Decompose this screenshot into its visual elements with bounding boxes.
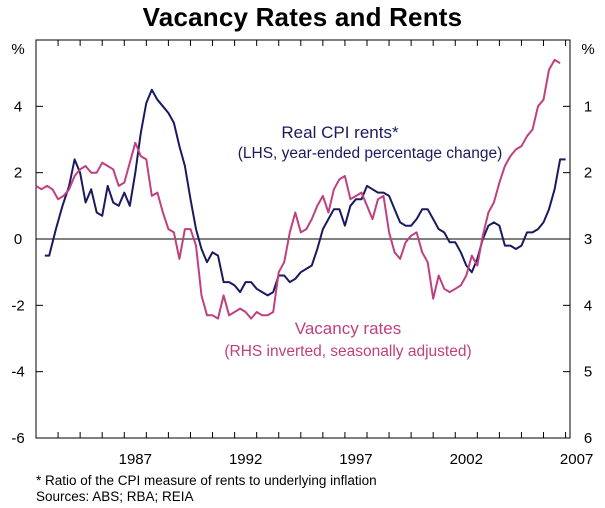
- right-tick-label: 1: [584, 98, 592, 115]
- x-tick-label: 1992: [229, 451, 262, 468]
- right-tick-label: 2: [584, 165, 592, 182]
- x-tick-label: 1997: [339, 451, 372, 468]
- series-line-vacancy-rates: [35, 58, 561, 320]
- left-tick-label: 0: [14, 231, 22, 248]
- right-tick-label: 5: [584, 364, 592, 381]
- left-tick-label: -2: [11, 297, 24, 314]
- x-tick-label: 2007: [560, 451, 593, 468]
- series-annotations: Real CPI rents* (LHS, year-ended percenta…: [224, 123, 502, 360]
- left-tick-label: -4: [11, 364, 24, 381]
- chart-title: Vacancy Rates and Rents: [142, 2, 463, 32]
- axis-labels: % % 4 2 0 -2 -4 -6 1 2 3 4 5 6 1987 1992 1997 2002 2007: [11, 41, 594, 468]
- annotation-vacancy-rates: Vacancy rates: [295, 319, 401, 338]
- x-tick-label: 2002: [450, 451, 483, 468]
- sources: Sources: ABS; RBA; REIA: [36, 489, 194, 504]
- right-tick-label: 3: [584, 231, 592, 248]
- right-tick-label: 6: [584, 430, 592, 447]
- series-lines: [35, 58, 566, 320]
- left-tick-label: -6: [11, 430, 24, 447]
- x-tick-label: 1987: [119, 451, 152, 468]
- left-tick-label: 4: [14, 98, 22, 115]
- annotation-real-cpi-rents-note: (LHS, year-ended percentage change): [238, 145, 503, 162]
- series-line-real-cpi-rents: [44, 88, 566, 297]
- annotation-vacancy-rates-note: (RHS inverted, seasonally adjusted): [224, 343, 471, 360]
- axis-ticks: [35, 40, 570, 439]
- left-unit-label: %: [11, 41, 24, 58]
- annotation-real-cpi-rents: Real CPI rents*: [281, 123, 399, 142]
- right-unit-label: %: [581, 41, 594, 58]
- footnote: * Ratio of the CPI measure of rents to u…: [36, 473, 377, 488]
- left-tick-label: 2: [14, 165, 22, 182]
- right-tick-label: 4: [584, 297, 592, 314]
